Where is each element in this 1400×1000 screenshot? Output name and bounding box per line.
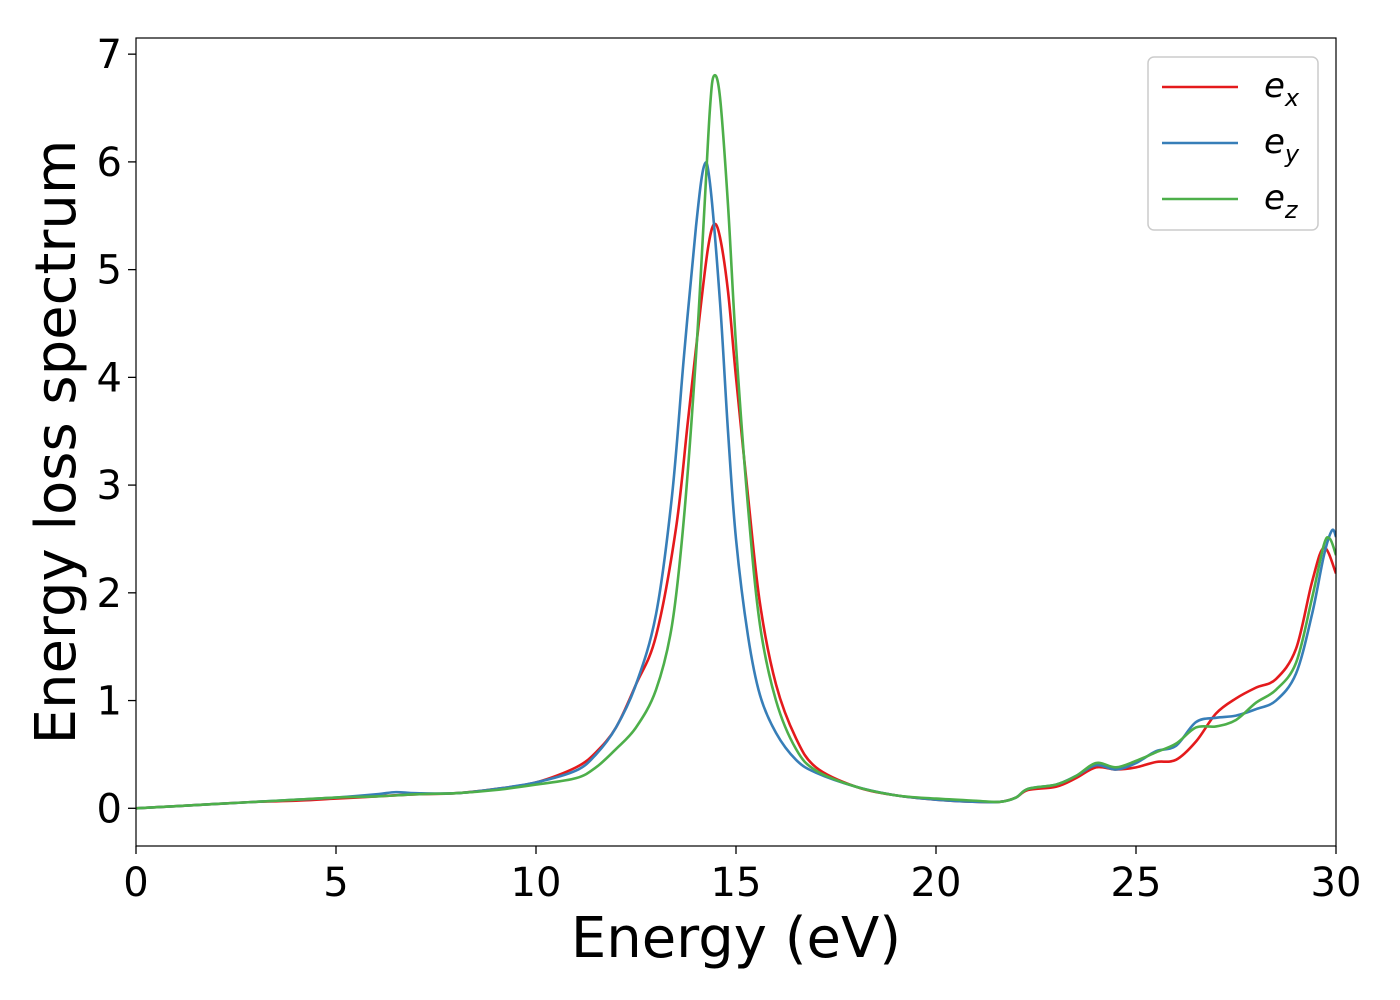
y-tick-label: 3 bbox=[97, 463, 122, 509]
x-axis-label: Energy (eV) bbox=[571, 906, 901, 971]
x-tick-label: 20 bbox=[911, 860, 962, 906]
y-tick-label: 1 bbox=[97, 679, 122, 725]
x-tick-label: 10 bbox=[511, 860, 562, 906]
y-tick-label: 7 bbox=[97, 32, 122, 78]
x-tick-label: 30 bbox=[1311, 860, 1362, 906]
legend-label-e-y: ey bbox=[1264, 122, 1300, 168]
y-tick-label: 2 bbox=[97, 571, 122, 617]
legend-label-sub: x bbox=[1284, 84, 1300, 112]
x-tick-label: 25 bbox=[1111, 860, 1162, 906]
series-layer bbox=[136, 73, 1336, 810]
y-tick-label: 0 bbox=[97, 786, 122, 832]
plot-area bbox=[136, 38, 1336, 846]
x-axis: 0 5 10 15 20 25 30 bbox=[123, 846, 1361, 906]
y-axis: 0 1 2 3 4 5 6 7 bbox=[97, 32, 136, 832]
legend-label-sub: y bbox=[1284, 140, 1300, 168]
legend-label-e-z: ez bbox=[1264, 178, 1299, 224]
y-tick-label: 4 bbox=[97, 355, 122, 401]
y-tick-label: 6 bbox=[97, 140, 122, 186]
y-axis-label: Energy loss spectrum bbox=[24, 140, 89, 745]
y-tick-label: 5 bbox=[97, 248, 122, 294]
x-tick-label: 5 bbox=[323, 860, 348, 906]
legend-label-main: e bbox=[1264, 66, 1285, 106]
legend-label-main: e bbox=[1264, 122, 1285, 162]
x-tick-label: 0 bbox=[123, 860, 148, 906]
legend-label-sub: z bbox=[1284, 196, 1299, 224]
legend-label-main: e bbox=[1264, 178, 1285, 218]
legend-label-e-x: ex bbox=[1264, 66, 1300, 112]
x-tick-label: 15 bbox=[711, 860, 762, 906]
series-line-e-z bbox=[136, 73, 1336, 810]
